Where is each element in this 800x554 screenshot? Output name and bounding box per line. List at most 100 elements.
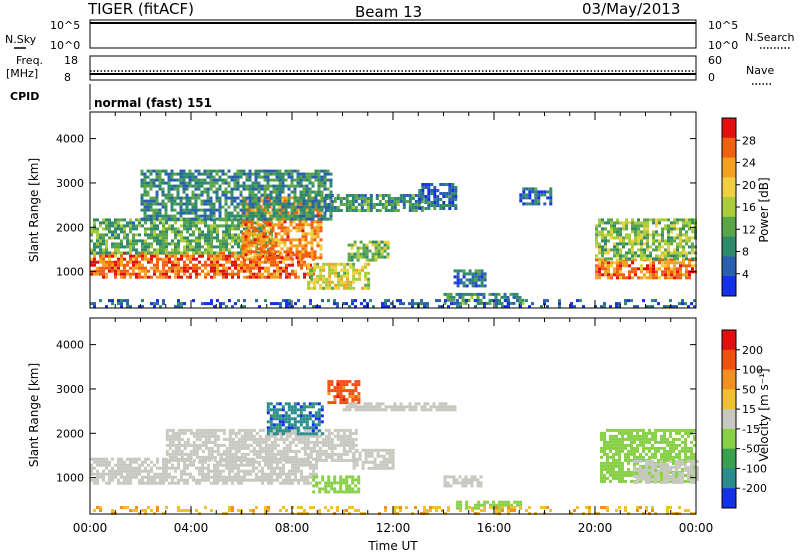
data-cell [307,262,311,266]
data-cell [102,257,105,261]
data-cell [528,193,532,197]
data-cell [613,270,616,274]
data-cell [381,302,384,306]
data-cell [384,408,388,412]
data-cell [264,266,267,270]
data-cell [449,295,453,299]
data-cell [610,224,613,228]
data-cell [640,251,643,255]
data-cell [177,446,181,450]
data-cell [631,248,634,252]
data-cell [234,266,237,270]
data-cell [387,209,391,212]
data-cell [613,230,616,234]
data-cell [333,458,337,462]
data-cell [465,278,469,282]
data-cell [604,242,607,246]
data-cell [240,434,244,438]
data-cell [262,220,266,224]
data-cell [126,233,129,237]
data-cell [144,469,147,473]
data-cell [483,284,487,288]
data-cell [96,245,99,249]
data-cell [186,452,190,456]
data-cell [247,232,251,236]
data-cell [630,299,633,303]
data-cell [285,431,289,435]
data-cell [329,181,333,185]
data-cell [637,276,640,280]
data-cell [522,187,526,191]
data-cell [327,401,331,405]
data-cell [474,299,477,303]
data-cell [206,172,210,176]
data-cell [197,187,201,191]
data-cell [246,428,250,432]
data-cell [189,428,193,432]
data-cell [393,408,397,412]
data-cell [263,211,267,215]
data-cell [305,178,309,182]
data-cell [313,280,317,284]
data-cell [192,230,195,234]
data-cell [640,257,643,261]
data-cell [180,305,183,309]
data-cell [198,466,201,470]
data-cell [114,242,117,246]
data-cell [267,455,271,459]
data-cell [189,257,192,261]
data-cell [209,211,213,215]
data-cell [171,458,175,462]
data-cell [253,241,257,245]
data-cell [261,440,265,444]
data-cell [384,200,388,203]
data-cell [251,205,255,209]
data-cell [99,272,102,276]
data-cell [207,239,210,243]
data-cell [173,196,177,200]
data-cell [336,434,340,438]
data-cell [111,269,114,273]
data-cell [658,245,661,249]
data-cell [414,402,418,406]
data-cell [278,169,282,173]
data-cell [301,220,305,224]
data-cell [371,258,375,262]
data-cell [432,405,436,409]
data-cell [210,263,213,267]
data-cell [289,250,293,254]
data-cell [288,305,291,309]
data-cell [459,269,463,273]
data-cell [427,192,431,195]
colorbar-segment [722,216,736,238]
data-cell [679,261,682,265]
data-cell [345,449,349,453]
data-cell [301,223,305,227]
data-cell [345,443,349,447]
data-cell [265,253,269,257]
data-cell [272,190,276,194]
data-cell [640,264,643,268]
data-cell [212,211,216,215]
data-cell [336,209,340,212]
data-cell [152,208,156,212]
data-cell [347,255,351,259]
data-cell [418,207,422,210]
data-cell [378,194,382,197]
data-cell [453,269,457,273]
data-cell [313,208,317,212]
data-cell [393,200,397,203]
data-cell [147,275,150,279]
data-cell [167,193,171,197]
data-cell [129,463,132,467]
data-cell [369,197,373,200]
data-cell [213,472,216,476]
data-cell [156,460,159,464]
data-cell [299,211,303,215]
data-cell [213,266,216,270]
data-cell [168,251,171,255]
data-cell [126,475,129,479]
data-cell [303,457,306,461]
data-cell [342,431,346,435]
data-cell [307,280,311,284]
